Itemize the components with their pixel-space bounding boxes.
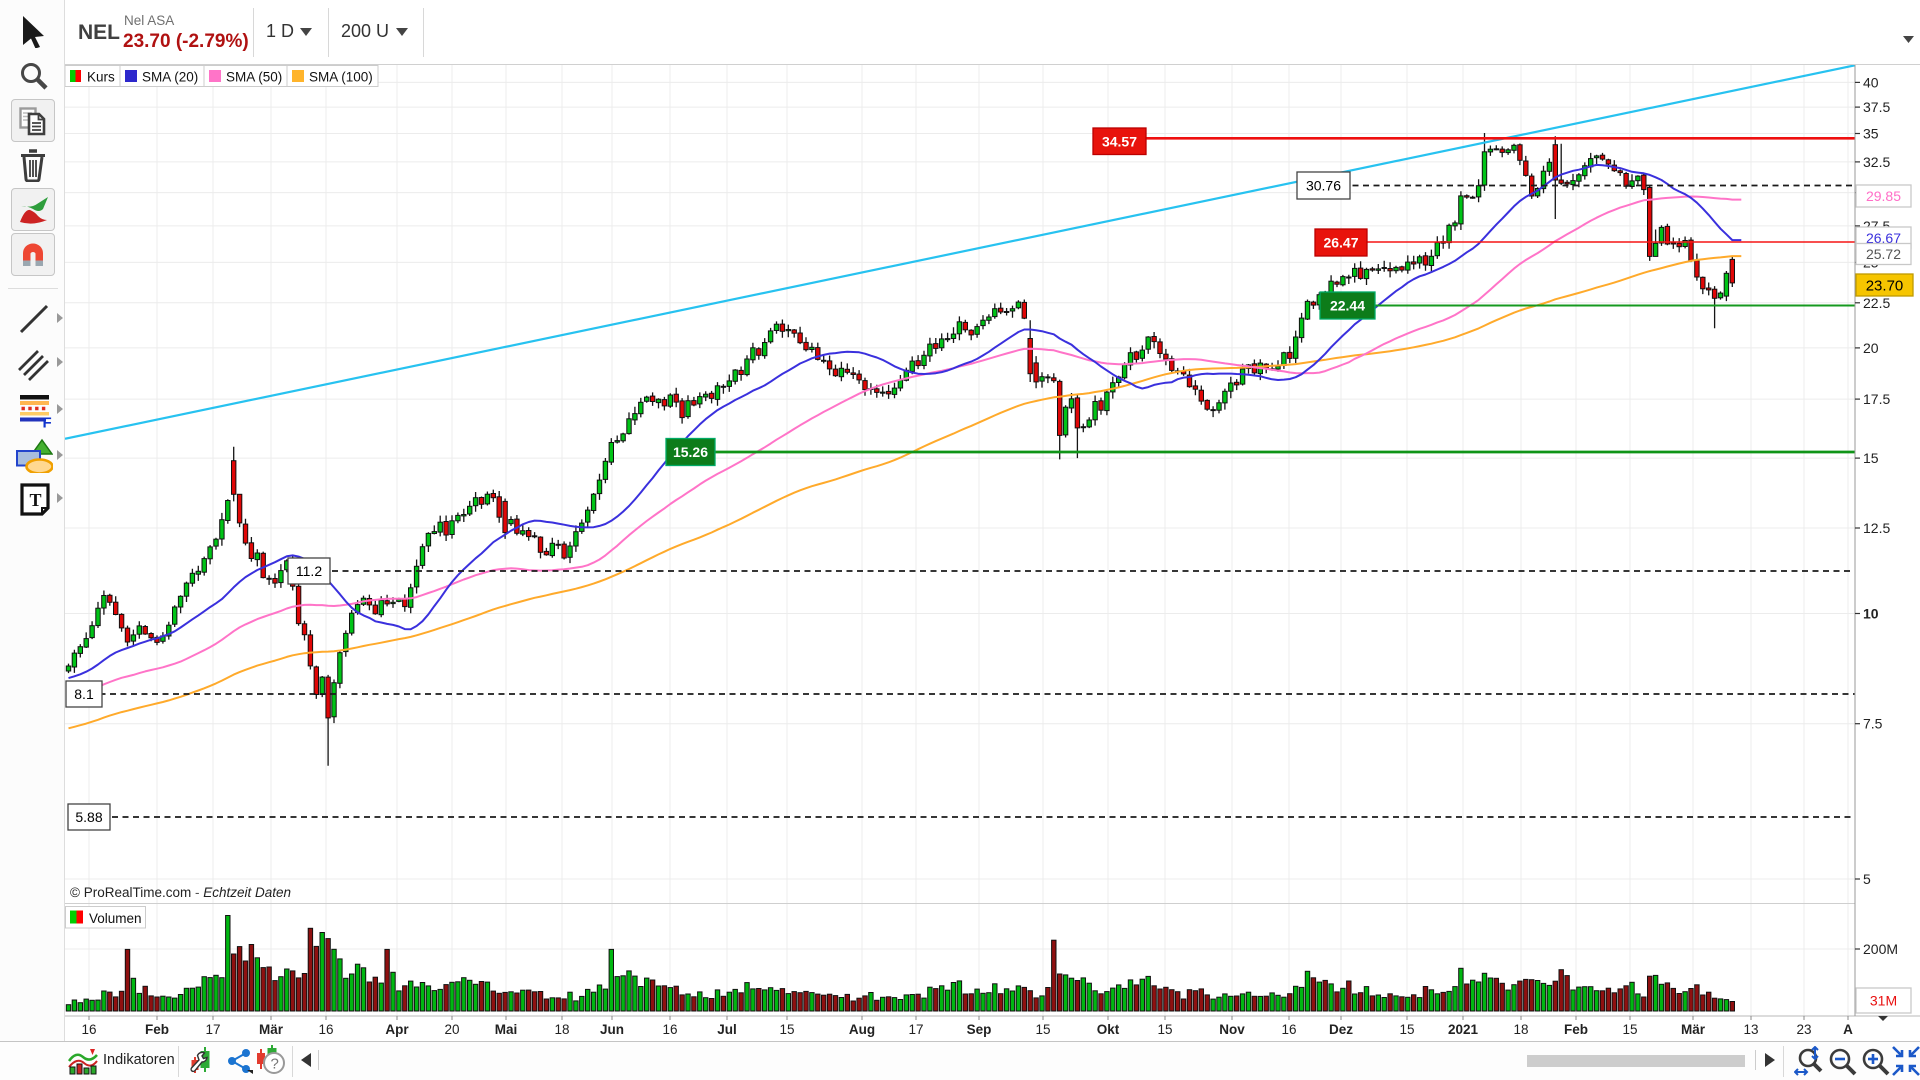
svg-text:20: 20 — [444, 1022, 459, 1037]
svg-text:29.85: 29.85 — [1866, 188, 1901, 204]
svg-text:Feb: Feb — [145, 1022, 169, 1037]
svg-text:18: 18 — [1513, 1022, 1528, 1037]
svg-text:31M: 31M — [1870, 993, 1897, 1009]
svg-text:Mär: Mär — [1681, 1022, 1706, 1037]
svg-text:17.5: 17.5 — [1863, 391, 1890, 407]
svg-text:22.44: 22.44 — [1330, 298, 1365, 314]
svg-text:11.2: 11.2 — [296, 563, 322, 579]
svg-text:SMA (20): SMA (20) — [142, 70, 198, 85]
svg-text:5.88: 5.88 — [75, 809, 102, 825]
svg-text:Okt: Okt — [1097, 1022, 1120, 1037]
svg-text:26.47: 26.47 — [1323, 235, 1358, 251]
svg-text:200M: 200M — [1863, 941, 1898, 957]
svg-text:30.76: 30.76 — [1306, 178, 1341, 194]
svg-text:SMA (100): SMA (100) — [309, 70, 373, 85]
svg-text:Kurs: Kurs — [87, 70, 115, 85]
svg-text:Apr: Apr — [385, 1022, 409, 1037]
svg-text:34.57: 34.57 — [1102, 133, 1137, 149]
svg-text:Nov: Nov — [1219, 1022, 1245, 1037]
svg-text:35: 35 — [1863, 126, 1879, 142]
svg-text:26.67: 26.67 — [1866, 230, 1901, 246]
svg-text:13: 13 — [1743, 1022, 1758, 1037]
svg-text:Mär: Mär — [259, 1022, 284, 1037]
svg-text:Mai: Mai — [495, 1022, 518, 1037]
svg-text:22.5: 22.5 — [1863, 295, 1890, 311]
svg-text:15: 15 — [1157, 1022, 1172, 1037]
svg-text:17: 17 — [205, 1022, 220, 1037]
svg-text:?: ? — [271, 1056, 279, 1073]
svg-text:8.1: 8.1 — [74, 686, 94, 702]
svg-text:© ProRealTime.com - Echtzeit D: © ProRealTime.com - Echtzeit Daten — [70, 885, 291, 900]
svg-text:10: 10 — [1863, 606, 1879, 622]
svg-text:SMA (50): SMA (50) — [226, 70, 282, 85]
svg-text:Jun: Jun — [600, 1022, 624, 1037]
svg-text:16: 16 — [1281, 1022, 1296, 1037]
svg-text:15: 15 — [779, 1022, 794, 1037]
svg-text:T: T — [30, 490, 42, 510]
svg-text:F: F — [43, 415, 52, 429]
svg-text:5: 5 — [1863, 871, 1871, 887]
svg-text:23: 23 — [1796, 1022, 1811, 1037]
svg-text:Feb: Feb — [1564, 1022, 1588, 1037]
svg-text:37.5: 37.5 — [1863, 99, 1890, 115]
svg-text:A: A — [1843, 1022, 1853, 1037]
svg-text:15.26: 15.26 — [673, 444, 708, 460]
svg-text:Jul: Jul — [717, 1022, 737, 1037]
svg-text:2021: 2021 — [1448, 1022, 1479, 1037]
svg-text:15: 15 — [1035, 1022, 1050, 1037]
svg-text:15: 15 — [1399, 1022, 1414, 1037]
svg-text:17: 17 — [908, 1022, 923, 1037]
svg-text:7.5: 7.5 — [1863, 716, 1883, 732]
svg-text:Dez: Dez — [1329, 1022, 1353, 1037]
svg-text:18: 18 — [554, 1022, 569, 1037]
svg-text:12.5: 12.5 — [1863, 520, 1890, 536]
svg-text:40: 40 — [1863, 74, 1879, 90]
svg-text:25.72: 25.72 — [1866, 246, 1901, 262]
svg-text:20: 20 — [1863, 340, 1879, 356]
svg-text:23.70: 23.70 — [1866, 277, 1904, 294]
svg-text:15: 15 — [1863, 450, 1879, 466]
svg-text:15: 15 — [1622, 1022, 1637, 1037]
svg-text:16: 16 — [318, 1022, 333, 1037]
svg-text:32.5: 32.5 — [1863, 154, 1890, 170]
svg-text:Volumen: Volumen — [89, 911, 142, 926]
svg-text:16: 16 — [81, 1022, 96, 1037]
svg-text:Aug: Aug — [849, 1022, 875, 1037]
svg-text:Sep: Sep — [967, 1022, 992, 1037]
svg-text:16: 16 — [662, 1022, 677, 1037]
